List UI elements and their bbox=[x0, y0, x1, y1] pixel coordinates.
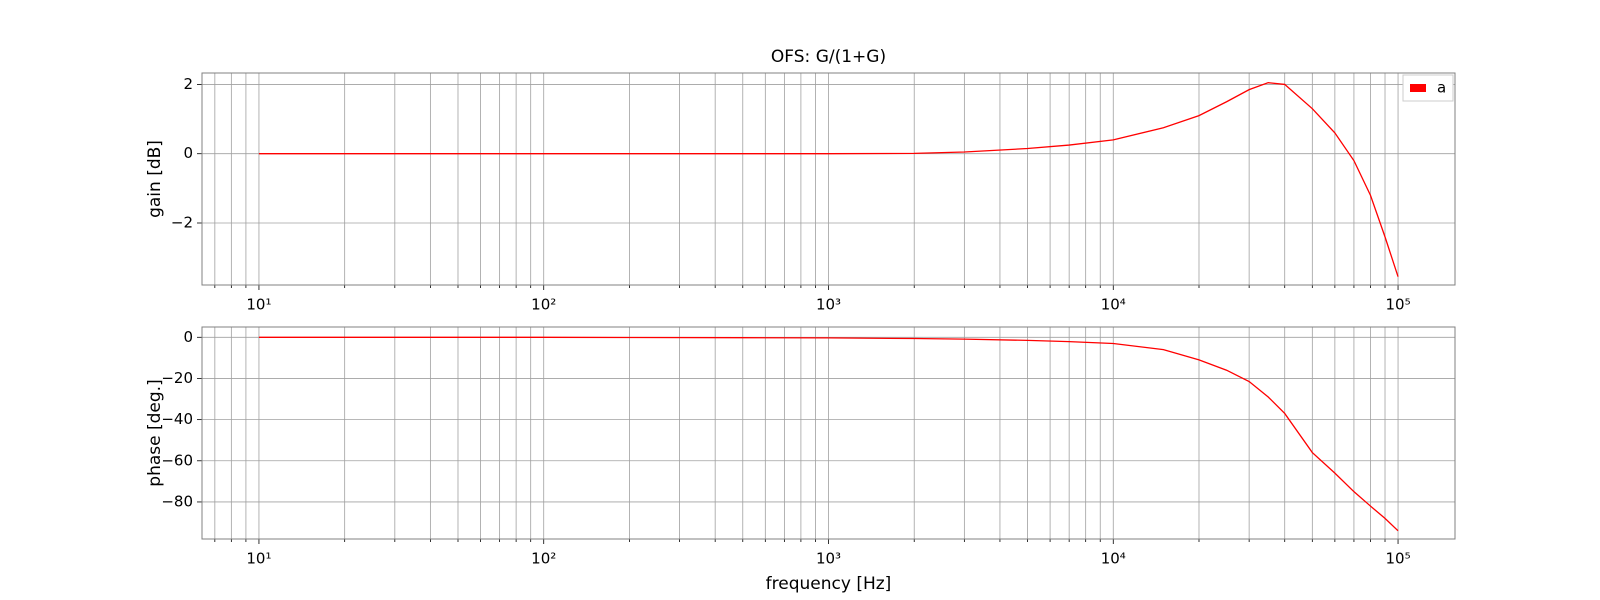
y-axis-label: gain [dB] bbox=[145, 140, 165, 218]
axes-frame bbox=[201, 326, 1456, 540]
x-tick-label: 10⁴ bbox=[1101, 550, 1126, 568]
x-tick-label: 10¹ bbox=[246, 550, 271, 568]
x-tick-label: 10² bbox=[531, 550, 556, 568]
x-tick-label: 10⁵ bbox=[1385, 296, 1410, 314]
y-tick-label: 0 bbox=[183, 328, 193, 346]
axes-frame bbox=[201, 72, 1456, 286]
y-tick-label: −40 bbox=[161, 410, 193, 428]
chart-title: OFS: G/(1+G) bbox=[771, 47, 886, 67]
x-tick-label: 10⁵ bbox=[1385, 550, 1410, 568]
y-tick-label: −20 bbox=[161, 369, 193, 387]
legend-swatch bbox=[1410, 84, 1426, 92]
y-tick-label: −80 bbox=[161, 492, 193, 510]
x-tick-label: 10³ bbox=[816, 550, 841, 568]
y-tick-label: −60 bbox=[161, 451, 193, 469]
x-tick-label: 10¹ bbox=[246, 296, 271, 314]
legend-label: a bbox=[1437, 79, 1446, 97]
y-tick-label: 0 bbox=[183, 144, 193, 162]
x-tick-label: 10³ bbox=[816, 296, 841, 314]
x-axis-label: frequency [Hz] bbox=[766, 574, 892, 594]
y-tick-label: 2 bbox=[183, 75, 193, 93]
y-tick-label: −2 bbox=[171, 213, 193, 231]
series-line bbox=[258, 82, 1399, 277]
y-axis-label: phase [deg.] bbox=[145, 379, 165, 486]
x-tick-label: 10⁴ bbox=[1101, 296, 1126, 314]
series-line bbox=[258, 336, 1399, 532]
x-tick-label: 10² bbox=[531, 296, 556, 314]
